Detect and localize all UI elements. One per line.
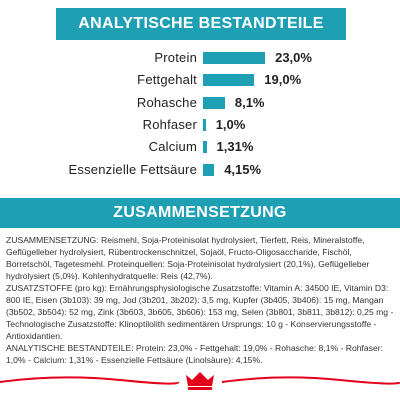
- bar: [203, 52, 266, 64]
- nutrient-label: Protein: [154, 50, 197, 65]
- nutrient-label: Rohasche: [136, 94, 197, 110]
- bar: [203, 74, 255, 87]
- section-header: ZUSAMMENSETZUNG: [0, 198, 400, 228]
- value-label: 1,31%: [216, 139, 254, 155]
- value-label: 1,0%: [215, 116, 246, 132]
- value-label: 19,0%: [264, 72, 302, 88]
- bar: [203, 163, 215, 176]
- bar: [203, 118, 206, 131]
- bar: [203, 141, 207, 154]
- composition-text: ZUSAMMENSETZUNG: Reismehl, Soja-Proteini…: [6, 234, 396, 366]
- nutrient-label: Calcium: [148, 139, 197, 155]
- paragraph: ZUSAMMENSETZUNG: Reismehl, Soja-Proteini…: [6, 235, 370, 281]
- nutrient-label: Essenzielle Fettsäure: [68, 161, 197, 177]
- bar: [203, 96, 225, 109]
- value-label: 4,15%: [224, 161, 262, 177]
- nutrient-label: Fettgehalt: [137, 72, 197, 88]
- section-header: ANALYTISCHE BESTANDTEILE: [56, 8, 346, 40]
- value-label: 8,1%: [234, 94, 265, 110]
- value-label: 23,0%: [275, 50, 312, 65]
- paragraph: ZUSATZSTOFFE (pro kg): Ernährungsphysiol…: [6, 283, 394, 341]
- footer-logo: [0, 372, 400, 390]
- nutrient-label: Rohfaser: [142, 116, 197, 132]
- paragraph: ANALYTISCHE BESTANDTEILE: Protein: 23,0%…: [6, 343, 384, 365]
